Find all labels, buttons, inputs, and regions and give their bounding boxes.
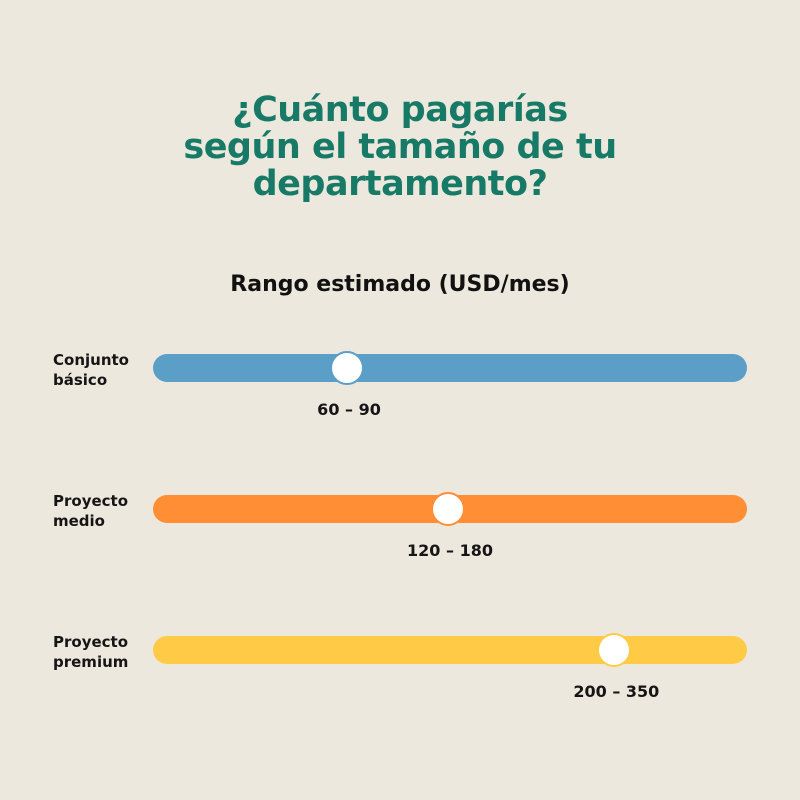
slider-track[interactable] [153,492,747,526]
slider-row-premium: Proyecto premium 200 – 350 [0,632,800,732]
title-line: departamento? [252,164,548,204]
slider-label: Proyecto medio [53,491,153,531]
page-title: ¿Cuánto pagarías según el tamaño de tu d… [0,92,800,203]
range-value: 200 – 350 [573,682,660,701]
slider-row-basic: Conjunto básico 60 – 90 [0,350,800,450]
range-subtitle: Rango estimado (USD/mes) [230,272,570,297]
range-value: 120 – 180 [407,541,493,560]
slider-label-line: Proyecto [53,633,129,651]
range-value: 60 – 90 [317,400,381,419]
slider-label-line: Proyecto [53,492,129,510]
slider-label: Conjunto básico [53,350,153,390]
slider-label-line: premium [53,653,129,671]
slider-label: Proyecto premium [53,632,153,672]
slider-thumb[interactable] [597,633,632,667]
slider-label-line: básico [53,371,108,389]
slider-label-line: medio [53,512,105,530]
slider-track[interactable] [153,351,747,385]
title-line: ¿Cuánto pagarías [232,90,568,130]
slider-row-medium: Proyecto medio 120 – 180 [0,491,800,591]
slider-label-line: Conjunto [53,351,129,369]
slider-track[interactable] [153,633,747,667]
title-line: según el tamaño de tu [183,127,617,167]
slider-thumb[interactable] [431,492,465,526]
slider-thumb[interactable] [330,351,365,385]
